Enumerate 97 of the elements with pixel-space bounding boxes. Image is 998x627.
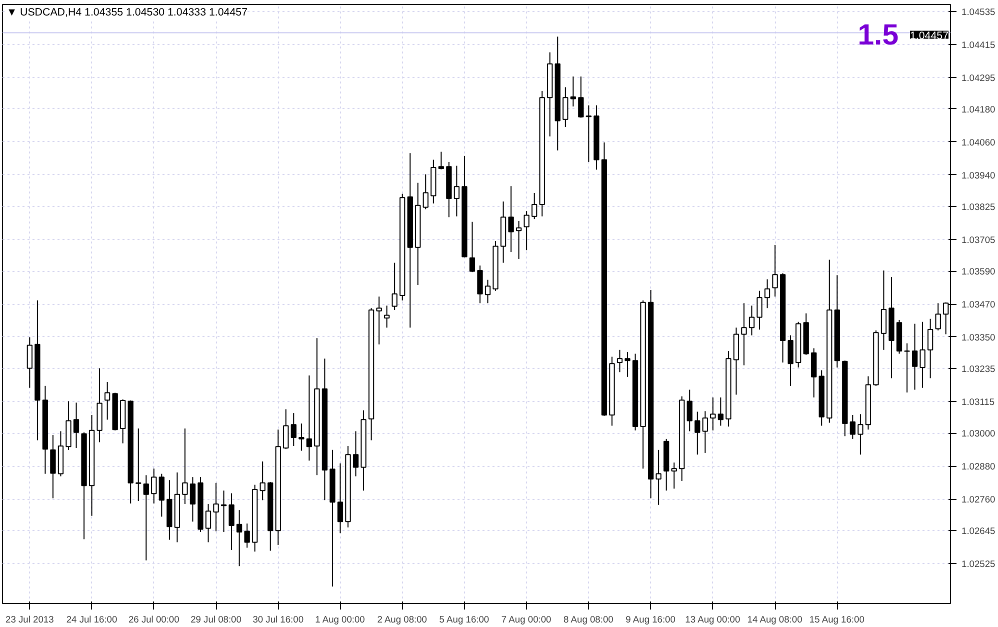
candlestick: [524, 210, 530, 251]
candlestick: [236, 510, 242, 567]
candlestick: [748, 305, 755, 336]
candlestick: [788, 334, 794, 386]
candlestick: [306, 374, 312, 462]
y-tick-label: 1.02760: [962, 494, 996, 505]
candlestick: [376, 296, 382, 345]
candlestick: [912, 323, 918, 390]
candlestick: [508, 186, 514, 253]
x-tick-label: 14 Aug 08:00: [747, 614, 802, 624]
candlestick: [702, 410, 708, 454]
y-tick-label: 1.02880: [962, 462, 996, 472]
candlestick: [26, 336, 33, 388]
candlestick: [213, 482, 219, 532]
candlestick: [586, 104, 592, 162]
candlestick: [477, 265, 483, 304]
candlestick: [562, 86, 568, 128]
y-tick-label: 1.03350: [962, 332, 996, 342]
y-tick-label: 1.04535: [962, 6, 996, 17]
candlestick: [50, 434, 56, 499]
candlestick: [904, 342, 910, 393]
candlestick: [290, 412, 296, 447]
candlestick: [143, 474, 149, 561]
x-tick-label: 15 Aug 16:00: [809, 614, 864, 624]
candlestick: [438, 151, 444, 170]
candlestick: [756, 290, 762, 330]
candlestick: [136, 428, 142, 502]
y-tick-label: 1.03705: [962, 234, 996, 245]
candlestick: [710, 396, 716, 431]
x-tick-label: 9 Aug 16:00: [626, 614, 676, 624]
candlestick: [920, 321, 926, 388]
candlestick: [484, 279, 491, 304]
candlestick: [151, 468, 157, 504]
candlestick: [694, 411, 700, 456]
candlestick: [858, 414, 864, 456]
x-tick-label: 2 Aug 08:00: [377, 614, 428, 624]
x-tick-label: 5 Aug 16:00: [439, 614, 490, 624]
candlestick: [741, 302, 747, 366]
candlestick: [686, 389, 692, 432]
candlestick: [718, 396, 724, 426]
candlestick: [158, 473, 164, 518]
x-tick-label: 7 Aug 00:00: [501, 614, 552, 624]
candlestick: [469, 221, 476, 273]
y-tick-label: 1.03000: [962, 428, 996, 439]
x-tick-label: 8 Aug 08:00: [564, 614, 614, 624]
x-tick-label: 13 Aug 00:00: [685, 614, 740, 624]
x-tick-label: 1 Aug 00:00: [315, 614, 365, 624]
candlestick: [260, 460, 266, 501]
candlestick: [880, 270, 887, 350]
candlestick: [73, 402, 80, 448]
candlestick: [850, 414, 856, 440]
candlestick: [352, 430, 359, 477]
candlestick: [616, 349, 623, 373]
x-tick-label: 23 Jul 2013: [6, 614, 54, 624]
y-tick-label: 1.03590: [962, 266, 996, 277]
y-tick-label: 1.04180: [962, 104, 996, 114]
candlestick: [337, 462, 344, 534]
candlestick: [764, 278, 770, 309]
x-tick-label: 24 Jul 16:00: [66, 614, 118, 624]
y-tick-label: 1.03235: [962, 364, 996, 374]
y-tick-label: 1.04415: [962, 40, 996, 50]
candlestick: [182, 428, 188, 505]
candlestick: [578, 76, 584, 118]
candlestick: [454, 165, 460, 217]
x-tick-label: 30 Jul 16:00: [252, 614, 304, 624]
y-tick-label: 1.03940: [962, 170, 996, 180]
candlestick: [205, 504, 212, 543]
candlestick: [228, 492, 234, 550]
candlestick: [772, 244, 778, 298]
candlestick: [190, 476, 196, 522]
candlestick: [927, 318, 934, 379]
y-tick-label: 1.02645: [962, 526, 996, 536]
candlestick: [671, 462, 677, 490]
x-tick-label: 26 Jul 00:00: [128, 614, 180, 624]
candlestick: [811, 348, 817, 398]
y-tick-label: 1.03825: [962, 202, 996, 212]
ref-line-label: 1.04457: [910, 30, 949, 42]
candlestick: [532, 192, 538, 220]
y-tick-label: 1.04295: [962, 72, 996, 83]
annotation: 1.5: [858, 18, 899, 52]
candlestick: [244, 523, 250, 548]
y-tick-label: 1.03470: [962, 300, 996, 310]
y-tick-label: 1.03115: [962, 397, 995, 408]
candlestick: [624, 352, 630, 378]
candlestick: [283, 408, 289, 450]
candlestick: [104, 382, 110, 420]
candlestick: [392, 262, 398, 311]
y-tick-label: 1.04060: [962, 137, 996, 148]
candlestick: [935, 302, 941, 331]
candlestick: [656, 449, 662, 506]
x-tick-label: 29 Jul 08:00: [190, 614, 242, 624]
chart-title: ▼ USDCAD,H4 1.04355 1.04530 1.04333 1.04457: [6, 6, 248, 18]
y-tick-label: 1.02525: [962, 559, 996, 570]
candlestick: [298, 423, 304, 452]
candlestick: [516, 220, 522, 260]
candlestick: [422, 174, 428, 210]
candlestick: [384, 305, 390, 328]
